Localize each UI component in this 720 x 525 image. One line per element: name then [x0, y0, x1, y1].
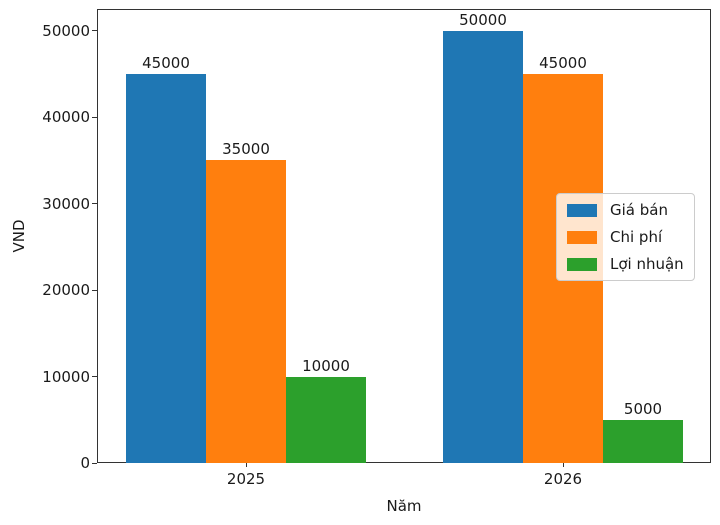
x-tick-label: 2025 [226, 470, 266, 488]
legend-swatch [567, 230, 597, 244]
x-tick-mark [563, 463, 564, 467]
bar [286, 376, 366, 463]
y-tick-mark [92, 30, 97, 32]
y-tick-label: 40000 [42, 108, 90, 127]
y-tick-label: 50000 [42, 21, 90, 40]
y-tick-mark [92, 203, 97, 205]
legend-swatch [567, 257, 597, 271]
legend-item: Lợi nhuận [567, 255, 684, 273]
bar-value-label: 50000 [459, 10, 507, 29]
legend-label: Lợi nhuận [610, 255, 684, 273]
legend-item: Giá bán [567, 201, 684, 219]
legend-swatch [567, 203, 597, 217]
bar [443, 30, 523, 463]
y-tick-label: 10000 [42, 367, 90, 386]
bar-value-label: 45000 [142, 53, 190, 72]
y-tick-label: 30000 [42, 194, 90, 213]
y-tick-label: 20000 [42, 281, 90, 300]
y-tick-mark [92, 116, 97, 118]
bar [603, 419, 683, 463]
y-tick-mark [92, 376, 97, 378]
legend: Giá bán Chi phí Lợi nhuận [556, 193, 695, 281]
x-tick-label: 2026 [543, 470, 583, 488]
y-tick-mark [92, 289, 97, 291]
legend-item: Chi phí [567, 228, 684, 246]
bar-value-label: 45000 [539, 53, 587, 72]
bar-value-label: 10000 [302, 356, 350, 375]
bar [126, 73, 206, 463]
y-axis-label: VND [10, 219, 28, 253]
bar-value-label: 35000 [222, 140, 270, 159]
bar-value-label: 5000 [623, 399, 663, 418]
x-tick-mark [246, 463, 247, 467]
bar [206, 160, 286, 463]
x-axis-label: Năm [386, 497, 422, 515]
y-tick-mark [92, 462, 97, 464]
y-tick-label: 0 [80, 454, 90, 472]
legend-label: Giá bán [610, 201, 668, 219]
legend-label: Chi phí [610, 228, 663, 246]
